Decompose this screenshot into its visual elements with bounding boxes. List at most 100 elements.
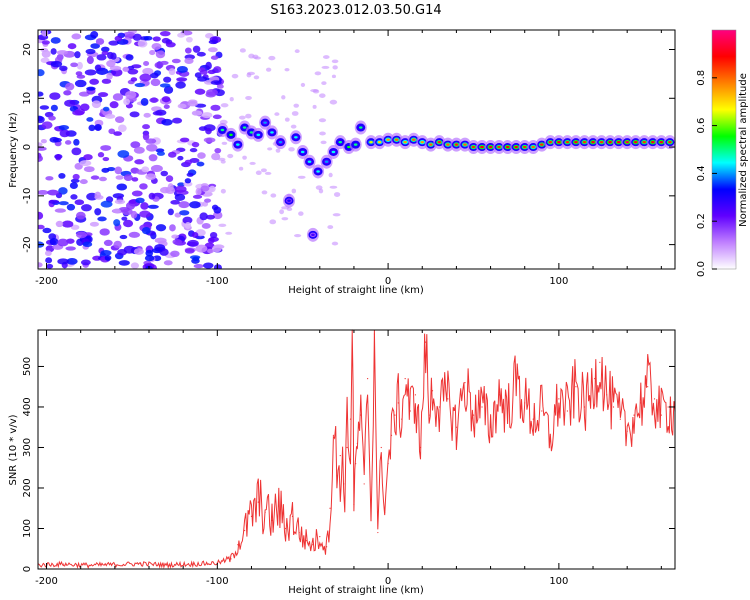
heatmap-cell: [184, 57, 194, 65]
heatmap-cell: [58, 187, 68, 195]
heatmap-cell: [227, 153, 234, 159]
heatmap-cell: [168, 151, 177, 158]
heatmap-cell: [582, 140, 587, 144]
heatmap-cell: [208, 185, 216, 193]
heatmap-cell: [154, 244, 166, 251]
heatmap-cell: [83, 166, 95, 173]
heatmap-cell: [47, 189, 59, 196]
snr-data-point: [165, 564, 167, 566]
heatmap-cell: [210, 55, 219, 60]
heatmap-cell: [129, 111, 140, 118]
heatmap-cell: [48, 115, 56, 121]
heatmap-signal-track: [216, 115, 675, 242]
heatmap-cell: [61, 220, 74, 228]
heatmap-cell: [298, 211, 304, 216]
heatmap-cell: [117, 124, 127, 132]
snr-panel: -200 -100 0 100 0 100 200 300 400 500 Height of …: [8, 329, 676, 596]
heatmap-cell: [194, 88, 206, 95]
snr-data-point: [401, 418, 403, 420]
heatmap-cell: [182, 216, 193, 224]
snr-data-point: [409, 410, 411, 412]
heatmap-cell: [38, 224, 45, 230]
heatmap-cell: [265, 67, 272, 72]
heatmap-cell: [270, 193, 277, 198]
snr-data-point: [414, 394, 417, 396]
heatmap-cell: [64, 99, 76, 107]
heatmap-cell: [38, 154, 43, 163]
heatmap-cell: [300, 82, 306, 87]
heatmap-cell: [231, 73, 239, 79]
heatmap-cell: [94, 191, 101, 199]
heatmap-cell: [327, 225, 334, 230]
heatmap-cell: [428, 143, 433, 146]
heatmap-cell: [203, 137, 216, 143]
heatmap-cell: [331, 150, 336, 154]
heatmap-cell: [236, 143, 240, 146]
heatmap-cell: [38, 190, 49, 195]
heatmap-cell: [220, 103, 229, 108]
heatmap-cell: [94, 208, 102, 216]
heatmap-cell: [270, 131, 274, 134]
heatmap-cell: [118, 260, 130, 266]
heatmap-cell: [103, 239, 113, 247]
heatmap-cell: [48, 199, 60, 204]
heatmap-cell: [112, 93, 124, 101]
heatmap-cell: [130, 141, 141, 149]
heatmap-cell: [117, 150, 130, 158]
snr-data-point: [566, 410, 569, 412]
heatmap-cell: [293, 103, 300, 108]
heatmap-cell: [167, 208, 174, 216]
heatmap-cell: [211, 204, 219, 211]
heatmap-cell: [172, 238, 183, 245]
snr-data-point: [558, 398, 560, 400]
heatmap-cell: [261, 190, 268, 195]
spectrogram-x-label: Height of straight line (km): [288, 285, 424, 296]
heatmap-cell: [176, 65, 188, 73]
snr-data-point: [583, 406, 586, 408]
colorbar-tick-label: 0.8: [696, 70, 707, 86]
snr-y-label: SNR (10 * v/v): [8, 414, 19, 485]
heatmap-cell: [116, 183, 128, 191]
heatmap-cell: [84, 69, 97, 76]
heatmap-cell: [281, 217, 289, 221]
heatmap-cell: [159, 83, 171, 88]
heatmap-cell: [106, 60, 116, 68]
heatmap-cell: [216, 84, 224, 89]
heatmap-cell: [179, 137, 190, 143]
snr-data-point: [633, 414, 635, 416]
snr-x-axis: -200 -100 0 100: [35, 330, 662, 587]
snr-data-point: [63, 563, 65, 565]
heatmap-cell: [145, 249, 153, 257]
heatmap-cell: [196, 51, 206, 57]
snr-data-point: [250, 515, 253, 517]
heatmap-cell: [176, 77, 188, 82]
heatmap-cell: [155, 224, 167, 232]
heatmap-cell: [269, 219, 277, 225]
heatmap-cell: [102, 106, 110, 112]
heatmap-cell: [114, 166, 123, 175]
heatmap-cell: [40, 138, 47, 144]
colorbar: 0.0 0.2 0.4 0.6 0.8 Normalized spectral ampl…: [696, 29, 749, 277]
heatmap-cell: [155, 50, 166, 59]
heatmap-cell: [80, 204, 92, 212]
heatmap-cell: [74, 79, 87, 88]
heatmap-cell: [229, 133, 233, 137]
heatmap-cell: [668, 140, 672, 144]
heatmap-cell: [50, 60, 63, 68]
heatmap-cell: [59, 65, 68, 72]
heatmap-cell: [39, 105, 50, 110]
heatmap-cell: [205, 127, 212, 135]
heatmap-cell: [145, 138, 157, 144]
heatmap-cell: [312, 104, 317, 109]
heatmap-cell: [505, 145, 510, 149]
heatmap-cell: [557, 140, 561, 144]
heatmap-cell: [264, 171, 272, 175]
heatmap-cell: [288, 147, 295, 152]
heatmap-cell: [144, 255, 155, 262]
heatmap-cell: [218, 223, 227, 227]
heatmap-cell: [70, 178, 80, 183]
heatmap-cell: [347, 145, 351, 149]
heatmap-cell: [165, 41, 176, 48]
heatmap-cell: [191, 110, 203, 116]
heatmap-cell: [207, 248, 214, 254]
